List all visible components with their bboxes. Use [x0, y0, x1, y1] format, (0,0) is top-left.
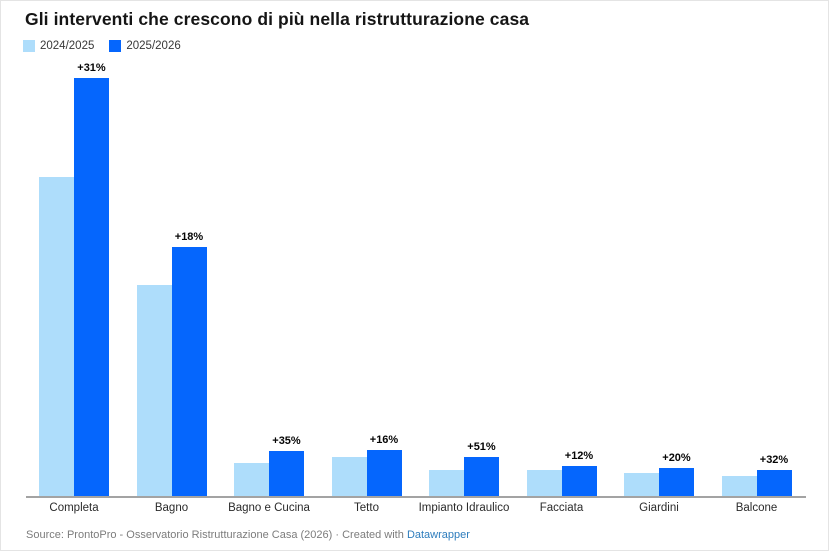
legend-label: 2024/2025 — [40, 40, 95, 52]
bar-2024-2025-bagno — [136, 285, 172, 496]
x-tick-label: Balcone — [735, 502, 778, 514]
legend-item-2025-2026: 2025/2026 — [109, 40, 181, 52]
bar-2024-2025-completa — [39, 177, 74, 496]
bar-2025-2026-giardini — [659, 467, 694, 496]
legend-swatch-2025-2026 — [109, 40, 122, 52]
bar-2025-2026-facciata — [561, 466, 597, 496]
bar-2024-2025-tetto — [331, 456, 367, 496]
bar-value-label: +18% — [174, 231, 204, 244]
bar-2024-2025-balcone — [721, 475, 757, 496]
x-tick-label: Giardini — [639, 502, 679, 514]
bar-2025-2026-impianto-idraulico — [464, 457, 499, 496]
x-tick-label: Completa — [49, 502, 99, 514]
bar-2025-2026-bagno — [171, 247, 207, 496]
x-tick-label: Bagno — [154, 502, 189, 514]
footer: Source: ProntoPro - Osservatorio Ristrut… — [26, 529, 470, 541]
bar-2025-2026-bagno-e-cucina — [269, 451, 304, 496]
bar-value-label: +31% — [77, 62, 106, 75]
bar-2025-2026-tetto — [366, 450, 402, 496]
bar-2024-2025-giardini — [624, 472, 659, 496]
x-tick-label: Impianto Idraulico — [418, 502, 510, 514]
x-axis-line — [26, 496, 806, 498]
bar-2024-2025-facciata — [526, 469, 562, 496]
bar-value-label: +16% — [369, 434, 399, 447]
legend-swatch-2024-2025 — [23, 40, 35, 52]
chart-title: Gli interventi che crescono di più nella… — [25, 9, 530, 29]
bar-2024-2025-bagno-e-cucina — [234, 462, 269, 496]
footer-separator: · — [335, 529, 340, 541]
datawrapper-link[interactable]: Datawrapper — [406, 529, 470, 541]
x-tick-label: Tetto — [354, 502, 379, 514]
bar-value-label: +51% — [467, 441, 496, 454]
x-tick-label: Bagno e Cucina — [228, 502, 310, 514]
bar-2025-2026-balcone — [756, 469, 792, 496]
bar-value-label: +12% — [564, 450, 594, 463]
legend-item-2024-2025: 2024/2025 — [23, 40, 94, 52]
bar-value-label: +20% — [662, 451, 691, 464]
created-with-text: Created with — [342, 529, 404, 541]
bar-2024-2025-impianto-idraulico — [429, 470, 464, 496]
x-tick-label: Facciata — [539, 502, 584, 514]
bar-2025-2026-completa — [74, 78, 109, 496]
bar-value-label: +35% — [272, 435, 301, 448]
source-text: Source: ProntoPro - Osservatorio Ristrut… — [26, 529, 333, 541]
legend-label: 2025/2026 — [126, 40, 181, 52]
legend: 2024/2025 2025/2026 — [23, 40, 181, 52]
bar-value-label: +32% — [759, 453, 789, 466]
